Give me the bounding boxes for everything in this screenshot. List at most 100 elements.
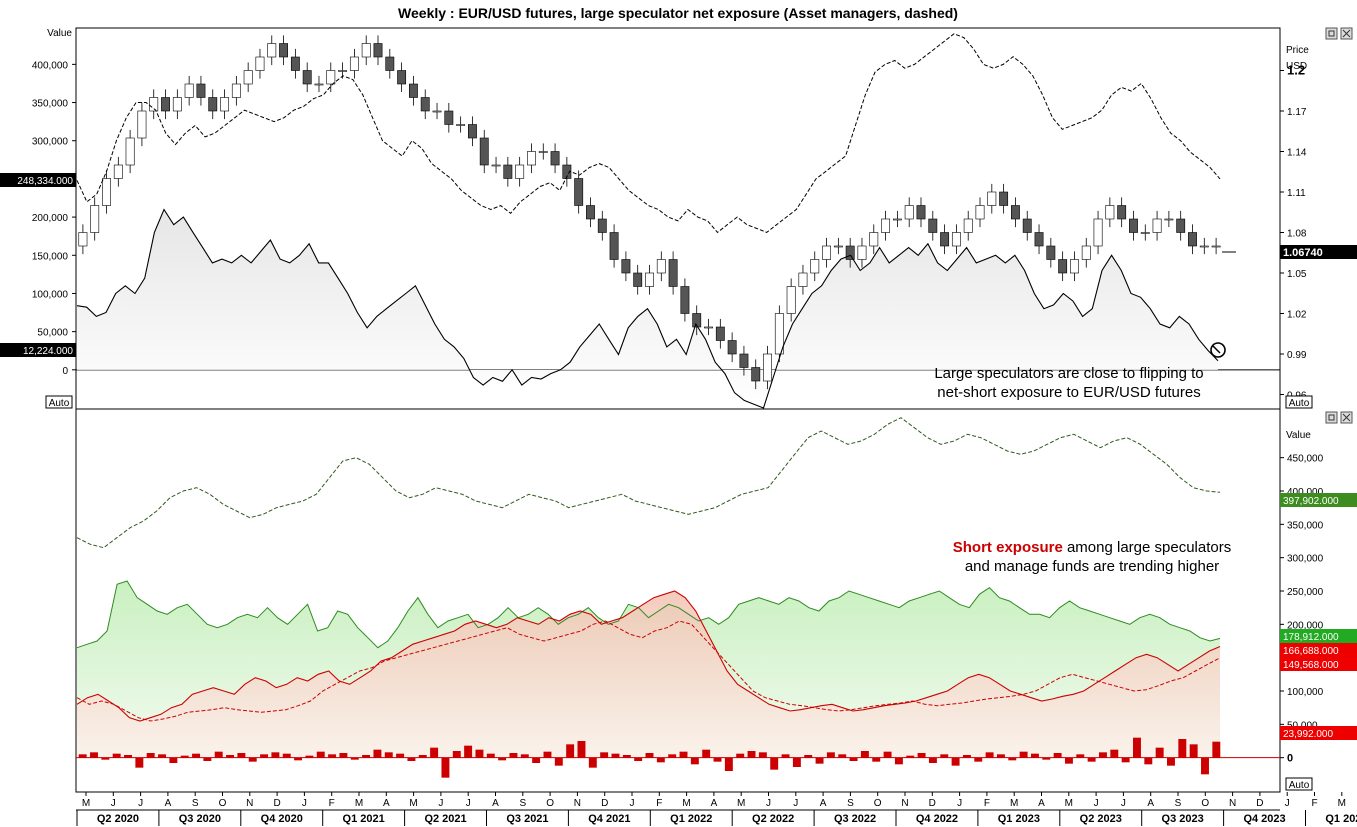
candle-body: [940, 232, 950, 247]
candle-body: [231, 83, 241, 98]
change-bar: [271, 752, 280, 758]
candle-body: [468, 124, 477, 139]
annotation-bottom-line1: Short exposure among large speculators: [953, 539, 1231, 556]
month-label: M: [409, 798, 417, 809]
candle-body: [479, 137, 489, 166]
right-tick-label: 1.17: [1287, 107, 1307, 118]
left-tick-label: 350,000: [32, 99, 69, 110]
right-tick-label: 0.99: [1287, 350, 1307, 361]
month-label: J: [438, 798, 443, 809]
candle-body: [1034, 232, 1044, 247]
candle-body: [196, 83, 206, 98]
candle-body: [1176, 218, 1186, 233]
candle-body: [727, 340, 737, 355]
change-bar: [384, 752, 393, 758]
month-label: F: [329, 798, 335, 809]
candle-body: [1129, 218, 1138, 233]
candle-body: [184, 83, 194, 98]
bottom-panel: 450,000 400,000 350,000 300,000 250,000 200,0…: [76, 417, 1324, 778]
change-bar: [1008, 757, 1017, 761]
month-label: O: [874, 798, 882, 809]
large-spec-net-line: [76, 208, 1219, 409]
candle-body: [916, 205, 926, 220]
candle-body: [704, 326, 713, 329]
svg-text:Auto: Auto: [49, 398, 70, 409]
month-label: O: [219, 798, 227, 809]
close-icon[interactable]: [1340, 27, 1353, 40]
change-bar: [962, 755, 971, 758]
candle-body: [503, 164, 513, 179]
change-bar: [645, 753, 654, 758]
month-label: S: [1175, 798, 1182, 809]
candle-body: [550, 151, 560, 166]
change-bar: [248, 757, 257, 762]
change-bar: [656, 757, 665, 763]
svg-text:23,992.000: 23,992.000: [1283, 729, 1333, 740]
restore-icon-lower[interactable]: [1325, 411, 1338, 424]
month-label: F: [1311, 798, 1317, 809]
change-bar: [1133, 737, 1141, 758]
month-label: A: [383, 798, 390, 809]
candle-body: [102, 178, 111, 206]
candle-body: [751, 367, 761, 382]
quarter-label: Q1 2021: [343, 813, 385, 825]
candle-body: [892, 218, 902, 221]
change-bar: [441, 757, 450, 778]
candle-body: [951, 232, 961, 247]
bottom-axis-label: Value: [1286, 430, 1311, 441]
candle-body: [326, 70, 336, 85]
bottom-tick-label: 0: [1287, 753, 1293, 765]
restore-icon[interactable]: [1325, 27, 1338, 40]
auto-button-left[interactable]: Auto: [45, 395, 73, 409]
candle-body: [975, 205, 985, 220]
candle-body: [633, 272, 643, 287]
auto-button-bottom[interactable]: Auto: [1285, 777, 1313, 791]
change-bar: [407, 757, 416, 761]
candle-body: [161, 97, 170, 112]
callout-am-long: 397,902.000: [1280, 493, 1357, 507]
change-bar: [883, 751, 892, 758]
change-bar: [702, 749, 711, 758]
change-bar: [611, 753, 620, 758]
candle-body: [1199, 245, 1209, 248]
annotation-top-line1: Large speculators are close to flipping …: [934, 365, 1203, 382]
candle-body: [456, 124, 466, 126]
candle-body: [397, 70, 407, 85]
change-bar: [146, 753, 155, 758]
candle-body: [1081, 245, 1091, 260]
bottom-tick-label: 400,000: [1287, 487, 1324, 498]
svg-text:1.06740: 1.06740: [1283, 247, 1323, 259]
candle-body: [243, 70, 253, 85]
change-bar: [1201, 757, 1209, 775]
candle-body: [78, 232, 88, 247]
change-bar: [690, 757, 699, 765]
candle-body: [928, 218, 938, 233]
change-bar: [588, 757, 597, 768]
candle-body: [220, 97, 229, 112]
right-axis-label-price: Price: [1286, 45, 1309, 56]
candle-body: [810, 259, 820, 274]
change-bar: [600, 752, 609, 758]
quarter-label: Q3 2023: [1162, 813, 1204, 825]
change-bar: [1155, 747, 1164, 758]
change-bar: [78, 754, 87, 758]
change-bar: [294, 757, 303, 761]
close-icon-lower[interactable]: [1340, 411, 1353, 424]
bottom-tick-label: 300,000: [1287, 554, 1324, 565]
candle-body: [314, 83, 324, 86]
quarter-label: Q4 2020: [261, 813, 303, 825]
candle-body: [172, 97, 182, 112]
month-label: J: [1094, 798, 1099, 809]
month-label: A: [492, 798, 499, 809]
right-tick-label: 1.11: [1287, 188, 1306, 199]
change-bar: [724, 757, 733, 771]
change-bar: [90, 752, 98, 758]
month-label: F: [984, 798, 990, 809]
auto-button-right[interactable]: Auto: [1285, 395, 1313, 409]
month-label: A: [165, 798, 172, 809]
month-label: S: [847, 798, 854, 809]
month-label: J: [466, 798, 471, 809]
month-label: O: [546, 798, 554, 809]
month-label: J: [766, 798, 771, 809]
